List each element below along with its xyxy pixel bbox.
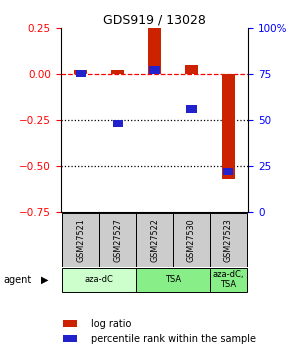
Text: ▶: ▶ bbox=[41, 275, 48, 285]
Bar bbox=[99, 213, 136, 267]
Bar bbox=[186, 105, 197, 112]
Text: GSM27521: GSM27521 bbox=[76, 218, 85, 262]
Bar bbox=[62, 213, 99, 267]
Bar bbox=[210, 268, 247, 292]
Bar bbox=[136, 268, 210, 292]
Bar bbox=[148, 28, 161, 74]
Text: GSM27523: GSM27523 bbox=[224, 218, 233, 262]
Bar bbox=[63, 320, 77, 327]
Bar bbox=[112, 120, 123, 127]
Text: aza-dC,
TSA: aza-dC, TSA bbox=[212, 270, 244, 289]
Text: GSM27530: GSM27530 bbox=[187, 218, 196, 262]
Bar bbox=[136, 213, 173, 267]
Bar bbox=[185, 65, 198, 74]
Bar bbox=[111, 70, 124, 74]
Bar bbox=[222, 74, 235, 179]
Text: GSM27527: GSM27527 bbox=[113, 218, 122, 262]
Text: log ratio: log ratio bbox=[91, 318, 132, 328]
Bar bbox=[63, 335, 77, 342]
Bar bbox=[149, 66, 160, 74]
Bar bbox=[62, 268, 136, 292]
Text: percentile rank within the sample: percentile rank within the sample bbox=[91, 334, 256, 344]
Text: TSA: TSA bbox=[165, 275, 181, 284]
Bar bbox=[210, 213, 247, 267]
Bar bbox=[75, 70, 87, 74]
Text: agent: agent bbox=[3, 275, 31, 285]
Title: GDS919 / 13028: GDS919 / 13028 bbox=[103, 13, 206, 27]
Bar bbox=[76, 70, 86, 77]
Bar bbox=[223, 168, 233, 175]
Bar bbox=[173, 213, 210, 267]
Text: aza-dC: aza-dC bbox=[85, 275, 114, 284]
Text: GSM27522: GSM27522 bbox=[150, 218, 159, 262]
